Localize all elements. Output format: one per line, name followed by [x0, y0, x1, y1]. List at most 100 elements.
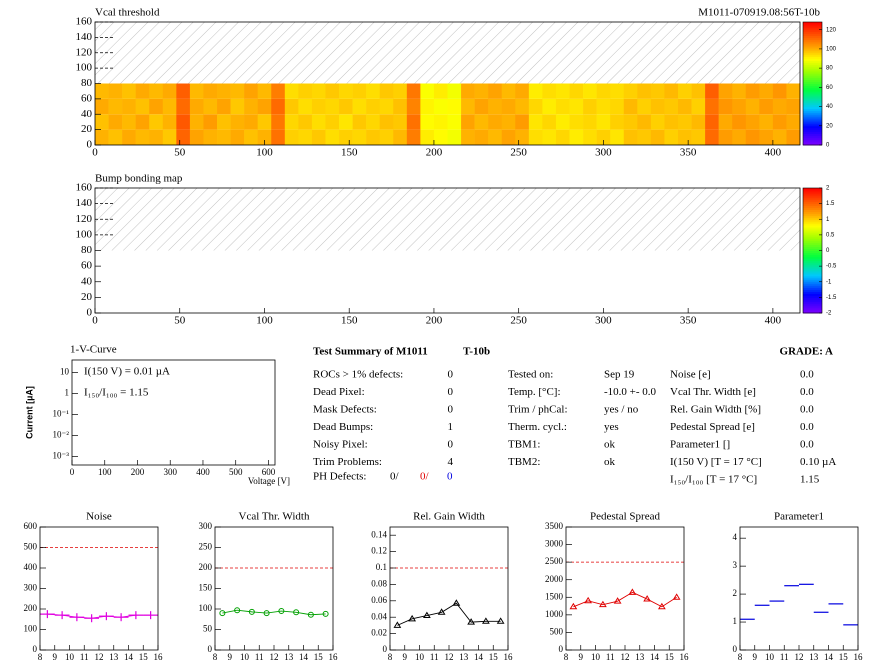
y-tick-label: 100: [76, 62, 93, 74]
y-tick-label: 120: [76, 46, 93, 58]
marker: [657, 602, 666, 610]
colorbar-step: [803, 307, 822, 310]
colorbar-step: [803, 135, 822, 138]
heat-cell: [95, 129, 109, 145]
heat-cell: [339, 129, 353, 145]
summary-value: 0: [448, 386, 454, 398]
heat-cell: [664, 83, 679, 99]
colorbar-step: [803, 221, 822, 224]
z-tick-label: 100: [826, 46, 837, 52]
colorbar-step: [803, 23, 822, 27]
heat-cell: [691, 98, 706, 115]
colorbar-step: [803, 279, 822, 283]
colorbar-step: [803, 287, 822, 291]
colorbar-step: [803, 123, 822, 127]
summary-label: Pedestal Spread [e]: [670, 421, 755, 433]
y-tick-label: 2500: [545, 556, 564, 566]
heat-cell: [379, 129, 394, 145]
summary-value: 1.15: [800, 474, 820, 486]
heat-cell: [433, 98, 448, 115]
colorbar-step: [803, 203, 822, 207]
x-tick-label: 8: [38, 652, 43, 662]
y-tick-label: 0.08: [371, 578, 387, 588]
heat-cell: [691, 83, 706, 99]
heat-cell: [745, 129, 760, 145]
colorbar-frame: [802, 21, 823, 146]
chart-title: Vcal Thr. Width: [239, 511, 310, 523]
heat-cell: [95, 98, 109, 115]
x-tick-label: 0: [92, 147, 98, 159]
heat-cell: [488, 114, 503, 130]
y-tick-label: 0: [87, 307, 93, 319]
colorbar-step: [803, 229, 822, 232]
heat-cell: [542, 114, 557, 130]
heat-cell: [677, 129, 692, 145]
y-tick-label: 160: [76, 182, 93, 194]
colorbar-step: [803, 191, 822, 195]
colorbar-step: [803, 41, 822, 44]
heat-cell: [257, 83, 272, 99]
colorbar-step: [803, 215, 822, 218]
heat-cell: [176, 114, 191, 130]
x-tick-label: 16: [680, 652, 690, 662]
heat-cell: [217, 129, 231, 145]
x-tick-label: 9: [579, 652, 584, 662]
y-tick-label: 20: [81, 123, 93, 135]
x-tick-label: 400: [765, 315, 782, 327]
heat-cell: [650, 98, 665, 115]
x-tick-label: 14: [824, 652, 834, 662]
heat-cell: [718, 83, 733, 99]
y-tick-label: 1: [733, 616, 738, 626]
z-tick-label: 60: [826, 85, 833, 91]
heat-cell: [745, 83, 760, 99]
x-tick-label: 9: [228, 652, 233, 662]
colorbar-step: [803, 48, 822, 52]
colorbar-step: [803, 141, 822, 144]
colorbar-step: [803, 188, 822, 191]
z-tick-label: 40: [826, 104, 833, 110]
x-tick-label: 11: [606, 652, 615, 662]
heat-cell: [555, 83, 570, 99]
colorbar-step: [803, 254, 822, 257]
heat-cell: [149, 129, 164, 145]
y-tick-label: 0.1: [376, 562, 387, 572]
heat-cell: [488, 129, 503, 145]
marker: [219, 610, 226, 617]
heat-cell: [352, 114, 367, 130]
summary-value: 0.0: [800, 421, 814, 433]
colorbar-step: [803, 25, 822, 29]
y-tick-label: 0: [733, 644, 738, 654]
heat-cell: [257, 98, 272, 115]
heat-cell: [366, 98, 381, 115]
heat-cell: [623, 129, 638, 145]
heat-cell: [420, 114, 435, 130]
heat-cell: [650, 83, 665, 99]
colorbar-step: [803, 22, 822, 25]
heat-cell: [230, 129, 245, 145]
x-tick-label: 14: [474, 652, 484, 662]
heat-cell: [203, 98, 218, 115]
x-tick-label: 9: [753, 652, 758, 662]
plot-frame: [739, 526, 859, 651]
colorbar-step: [803, 193, 822, 197]
x-tick-label: 11: [80, 652, 89, 662]
heat-cell: [461, 83, 475, 99]
colorbar-step: [803, 273, 822, 277]
colorbar-step: [803, 289, 822, 293]
x-tick-label: 300: [163, 467, 177, 477]
colorbar-step: [803, 266, 822, 269]
heat-cell: [474, 98, 489, 115]
colorbar-step: [803, 73, 822, 77]
colorbar-step: [803, 305, 822, 308]
heat-cell: [596, 114, 611, 130]
marker: [643, 595, 652, 602]
heat-cell: [610, 83, 625, 99]
x-tick-label: 11: [780, 652, 789, 662]
heat-cell: [732, 129, 747, 145]
heat-cell: [596, 98, 611, 115]
z-tick-label: -0.5: [826, 264, 837, 270]
summary-label: Mask Defects:: [313, 404, 377, 416]
colorbar-step: [803, 104, 822, 108]
colorbar-step: [803, 91, 822, 94]
heat-cell: [339, 83, 353, 99]
